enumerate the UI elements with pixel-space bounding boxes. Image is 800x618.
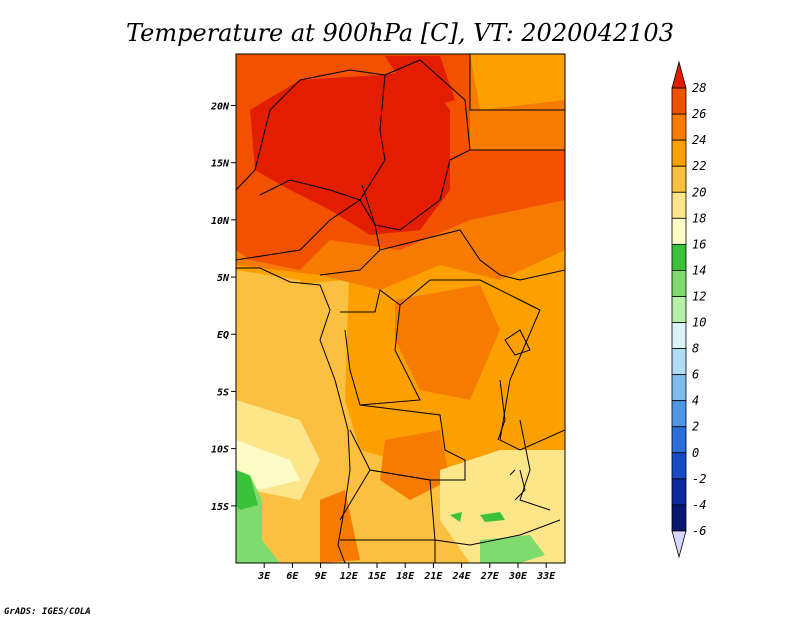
y-tick-label: 5S (217, 387, 229, 398)
colorbar-label: 4 (692, 394, 699, 408)
field-22-egypt (470, 54, 565, 110)
colorbar-label: -2 (692, 472, 706, 486)
map-title: Temperature at 900hPa [C], VT: 202004210… (126, 19, 674, 47)
colorbar-label: 28 (692, 81, 706, 95)
colorbar-label: 14 (692, 263, 706, 277)
x-tick-label: 33E (536, 571, 556, 582)
colorbar-label: 16 (692, 237, 706, 251)
y-tick-label: 5N (217, 273, 230, 284)
y-tick-label: 10N (211, 216, 230, 227)
coastline (236, 267, 351, 563)
colorbar-label: 2 (692, 420, 699, 434)
colorbar-swatch (671, 400, 687, 428)
colorbar-label: 6 (692, 368, 699, 382)
grads-credit: GrADS: IGES/COLA (4, 607, 91, 617)
x-tick-label: 30E (508, 571, 528, 582)
colorbar-swatch (671, 296, 687, 323)
field-12-zimbabwe (480, 535, 545, 563)
colorbar-swatch (671, 426, 687, 454)
field-14-patch (480, 512, 505, 522)
x-tick-label: 15E (368, 571, 387, 582)
colorbar-label: 26 (692, 107, 706, 121)
colorbar-swatch (671, 217, 687, 245)
y-axis-ticks: 20N 15N 10N 5N EQ 5S 10S 15S (210, 101, 236, 513)
field-28-north (385, 56, 455, 110)
colorbar-swatch (671, 374, 687, 402)
colorbar-label: 10 (692, 316, 706, 330)
map-frame (235, 53, 566, 564)
country-borders (236, 54, 565, 563)
colorbar-label: 18 (692, 211, 706, 225)
field-14-patch2 (450, 512, 462, 522)
field-24-congo (395, 285, 500, 400)
colorbar-label: -4 (692, 498, 706, 512)
x-axis-ticks: 3E 6E 9E 12E 15E 18E 21E 24E 27E 30E 33E (257, 563, 556, 582)
lakes (497, 329, 531, 501)
colorbar-swatch (671, 530, 687, 559)
field-14-namibia (236, 470, 258, 510)
colorbar-swatch (671, 478, 687, 506)
x-tick-label: 12E (340, 571, 359, 582)
colorbar-label: 0 (692, 446, 699, 460)
colorbar-label: 20 (692, 185, 706, 199)
field-24-katanga (380, 430, 450, 500)
x-tick-label: 9E (315, 571, 328, 582)
colorbar-label: -6 (692, 524, 706, 538)
colorbar-swatch (671, 322, 687, 349)
temperature-shading (236, 54, 565, 563)
y-tick-label: EQ (217, 330, 229, 341)
y-tick-label: 15S (211, 502, 229, 513)
field-28-core (250, 70, 450, 235)
colorbar-swatch (671, 87, 687, 115)
field-24-namib (320, 490, 360, 563)
colorbar-label: 24 (692, 133, 706, 147)
field-18-zambia (440, 450, 565, 563)
colorbar-label: 12 (692, 289, 706, 303)
x-tick-label: 6E (286, 571, 299, 582)
colorbar-swatch (671, 191, 687, 219)
colorbar-swatch (671, 113, 687, 141)
colorbar-swatch (671, 139, 687, 167)
y-tick-label: 20N (210, 101, 230, 112)
y-tick-label: 10S (211, 445, 229, 456)
x-tick-label: 21E (423, 571, 443, 582)
x-tick-label: 3E (257, 571, 271, 582)
x-tick-label: 18E (396, 571, 415, 582)
colorbar-label: 22 (692, 159, 706, 173)
x-tick-label: 24E (452, 571, 472, 582)
colorbar-swatch (671, 60, 687, 89)
x-tick-label: 27E (480, 571, 500, 582)
map-plot-area: 3E 6E 9E 12E 15E 18E 21E 24E 27E 30E 33E 20N 15N 10N… (210, 53, 566, 582)
colorbar-swatch (671, 270, 687, 297)
colorbar-swatch (671, 348, 687, 376)
colorbar-swatch (671, 504, 687, 532)
field-16-angola (236, 440, 300, 490)
colorbar-swatch (671, 452, 687, 480)
colorbar-swatch (671, 243, 687, 271)
colorbar-swatch (671, 165, 687, 193)
colorbar-label: 8 (692, 342, 699, 356)
y-tick-label: 15N (211, 159, 230, 170)
